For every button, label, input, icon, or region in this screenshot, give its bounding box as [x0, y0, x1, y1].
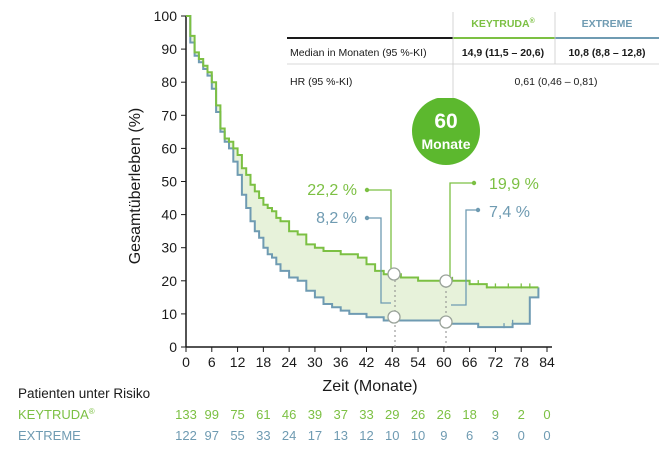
- table-row-hr-label: HR (95 %-KI): [290, 76, 352, 88]
- x-tick-label: 36: [333, 354, 349, 370]
- risk-value: 29: [385, 407, 399, 422]
- risk-value: 133: [175, 407, 197, 422]
- risk-value: 10: [411, 428, 425, 443]
- y-tick-label: 90: [161, 41, 177, 57]
- x-tick-label: 72: [488, 354, 504, 370]
- x-axis-title: Zeit (Monate): [322, 378, 417, 395]
- risk-value: 0: [543, 407, 550, 422]
- risk-value: 33: [359, 407, 373, 422]
- y-tick-label: 80: [161, 74, 177, 90]
- y-tick-label: 70: [161, 107, 177, 123]
- keytruda-60-label: 19,9 %: [489, 176, 539, 193]
- table-row-median-label: Median in Monaten (95 %-KI): [290, 47, 427, 59]
- table-header-keytruda: KEYTRUDA®: [471, 17, 535, 30]
- risk-value: 37: [333, 407, 347, 422]
- risk-value: 2: [518, 407, 525, 422]
- risk-value: 6: [466, 428, 473, 443]
- risk-value: 61: [256, 407, 270, 422]
- x-tick-label: 18: [256, 354, 272, 370]
- table-median-keytruda: 14,9 (11,5 – 20,6): [462, 47, 544, 59]
- difference-area: [186, 16, 539, 328]
- risk-value: 99: [205, 407, 219, 422]
- extreme-48-label: 8,2 %: [316, 210, 357, 227]
- keytruda-48-label: 22,2 %: [307, 182, 357, 199]
- risk-value: 0: [518, 428, 525, 443]
- x-tick-label: 12: [230, 354, 246, 370]
- x-tick-label: 24: [281, 354, 297, 370]
- x-tick-label: 66: [462, 354, 478, 370]
- x-tick-label: 54: [410, 354, 426, 370]
- 60-months-badge: 60 Monate: [412, 97, 480, 165]
- risk-value: 75: [230, 407, 244, 422]
- x-tick-label: 60: [436, 354, 452, 370]
- x-tick-label: 84: [539, 354, 555, 370]
- y-axis-title: Gesamtüberleben (%): [127, 108, 144, 265]
- x-tick-label: 48: [384, 354, 400, 370]
- x-tick-label: 30: [307, 354, 323, 370]
- risk-keytruda-label: KEYTRUDA®: [18, 407, 95, 422]
- risk-value: 24: [282, 428, 296, 443]
- risk-value: 10: [385, 428, 399, 443]
- risk-value: 97: [205, 428, 219, 443]
- risk-value: 17: [308, 428, 322, 443]
- risk-value: 9: [492, 407, 499, 422]
- y-tick-label: 50: [161, 174, 177, 190]
- keytruda-60-marker: [439, 274, 453, 288]
- risk-table-title: Patienten unter Risiko: [18, 386, 150, 401]
- risk-value: 18: [462, 407, 476, 422]
- risk-value: 122: [175, 428, 197, 443]
- table-header-extreme: EXTREME: [582, 18, 633, 30]
- extreme-48-marker: [387, 310, 401, 324]
- risk-value: 55: [230, 428, 244, 443]
- risk-value: 26: [411, 407, 425, 422]
- risk-value: 13: [333, 428, 347, 443]
- keytruda-curve: [186, 15, 539, 289]
- risk-value: 3: [492, 428, 499, 443]
- y-tick-label: 20: [161, 273, 177, 289]
- risk-value: 46: [282, 407, 296, 422]
- table-hr-value: 0,61 (0,46 – 0,81): [515, 76, 598, 88]
- risk-value: 12: [359, 428, 373, 443]
- x-tick-label: 6: [208, 354, 216, 370]
- y-tick-label: 0: [169, 339, 177, 355]
- callout-leaders: [367, 182, 478, 306]
- callout-dots: [364, 180, 481, 221]
- y-tick-label: 100: [154, 8, 178, 24]
- y-tick-label: 40: [161, 207, 177, 223]
- summary-table: KEYTRUDA® EXTREME Median in Monaten (95 …: [287, 12, 659, 98]
- risk-value: 39: [308, 407, 322, 422]
- y-tick-label: 30: [161, 240, 177, 256]
- x-tick-label: 42: [359, 354, 375, 370]
- risk-extreme-label: EXTREME: [18, 428, 81, 443]
- badge-label: Monate: [422, 136, 471, 152]
- x-tick-label: 0: [182, 354, 190, 370]
- risk-value: 33: [256, 428, 270, 443]
- badge-number: 60: [434, 110, 457, 133]
- table-median-extreme: 10,8 (8,8 – 12,8): [568, 47, 645, 59]
- y-tick-label: 10: [161, 306, 177, 322]
- y-tick-label: 60: [161, 140, 177, 156]
- censor-marks: [451, 276, 531, 329]
- risk-value: 26: [437, 407, 451, 422]
- risk-value: 0: [543, 428, 550, 443]
- extreme-60-marker: [439, 315, 453, 329]
- x-tick-label: 78: [513, 354, 529, 370]
- extreme-60-label: 7,4 %: [489, 204, 530, 221]
- risk-value: 9: [440, 428, 447, 443]
- keytruda-48-marker: [387, 267, 401, 281]
